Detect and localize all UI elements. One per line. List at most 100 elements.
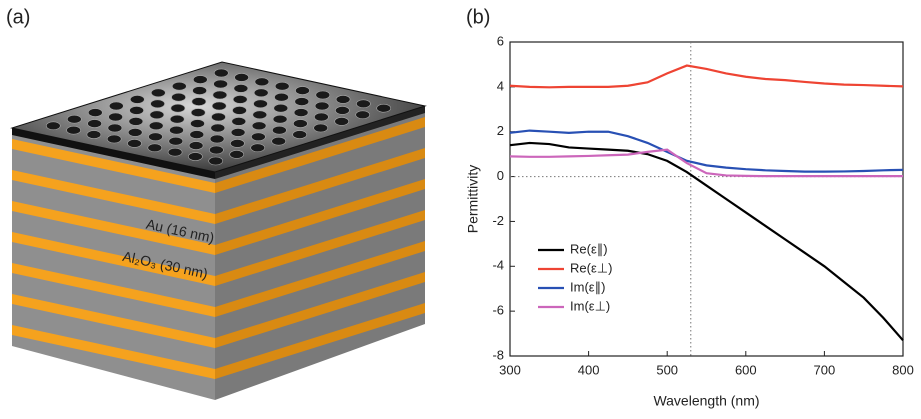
hole xyxy=(335,106,350,115)
hole xyxy=(231,117,247,126)
hole xyxy=(214,68,229,78)
y-tick-label: 6 xyxy=(497,33,504,48)
hole xyxy=(356,99,371,109)
hole xyxy=(45,121,61,131)
hole xyxy=(252,110,268,120)
hole xyxy=(293,119,308,128)
hole xyxy=(251,132,266,142)
plot-frame xyxy=(509,41,904,357)
hole xyxy=(209,134,225,144)
y-tick-label: 0 xyxy=(497,168,504,183)
hole xyxy=(150,99,165,109)
hole xyxy=(189,130,205,139)
hole xyxy=(106,134,122,144)
hole xyxy=(190,108,206,117)
hole xyxy=(188,152,203,161)
hole xyxy=(211,101,227,111)
au-layer xyxy=(215,241,425,317)
series-line xyxy=(509,129,904,173)
x-tick-label: 800 xyxy=(892,362,914,377)
hole xyxy=(254,77,270,87)
au-layer xyxy=(12,170,215,224)
hole xyxy=(233,84,249,93)
hole xyxy=(191,97,207,106)
hole xyxy=(213,79,228,89)
illustration: Au (16 nm)Al₂O₃ (30 nm) xyxy=(10,61,427,400)
y-axis-label: Permittivity xyxy=(465,165,481,233)
hole xyxy=(66,125,81,135)
x-tick-label: 300 xyxy=(499,362,521,377)
hole xyxy=(253,99,268,109)
hole xyxy=(108,112,123,122)
hole xyxy=(151,88,166,98)
series-line xyxy=(509,148,903,178)
hole xyxy=(334,117,350,126)
legend-label: Re(ε∥) xyxy=(570,241,608,256)
hole xyxy=(271,136,287,146)
au-layer xyxy=(215,272,425,348)
hole xyxy=(147,143,163,153)
hole xyxy=(376,103,392,113)
hole xyxy=(210,123,226,133)
panel-label: (b) xyxy=(466,6,490,28)
hole xyxy=(253,88,269,98)
hole xyxy=(167,147,183,157)
y-tick-label: -4 xyxy=(492,258,504,273)
y-tick-label: -2 xyxy=(492,213,504,228)
hole xyxy=(295,86,310,95)
hole xyxy=(230,128,246,137)
hole xyxy=(355,110,371,120)
hole xyxy=(313,123,329,133)
au-layer xyxy=(215,117,425,193)
legend-label: Im(ε⊥) xyxy=(570,298,610,313)
hole xyxy=(234,73,249,82)
hole xyxy=(87,119,102,128)
y-tick-label: 2 xyxy=(497,123,504,138)
x-tick-label: 600 xyxy=(735,362,757,377)
hole xyxy=(128,117,144,126)
hole xyxy=(314,101,330,111)
hole xyxy=(109,101,124,111)
hole xyxy=(170,103,186,113)
hole xyxy=(292,130,308,139)
hole xyxy=(211,112,226,122)
x-tick-label: 400 xyxy=(578,362,600,377)
hole xyxy=(67,114,82,124)
hole xyxy=(212,90,228,100)
hole xyxy=(148,121,164,131)
legend-label: Re(ε⊥) xyxy=(570,260,612,275)
y-tick-label: -6 xyxy=(492,303,504,318)
au-layer xyxy=(215,179,425,255)
hole xyxy=(272,125,287,135)
plate-side xyxy=(12,128,215,179)
hole xyxy=(232,106,247,115)
hole xyxy=(86,130,102,139)
y-tick-label: 4 xyxy=(497,78,504,93)
hole xyxy=(274,81,290,91)
hole xyxy=(127,139,142,148)
panel-label: (a) xyxy=(6,6,30,28)
series-line xyxy=(509,64,904,89)
hole xyxy=(335,95,351,104)
hole xyxy=(107,123,123,133)
hole xyxy=(209,145,224,155)
x-tick-label: 700 xyxy=(814,362,836,377)
hole xyxy=(230,139,245,148)
hole xyxy=(315,90,331,100)
au-layer xyxy=(215,210,425,286)
hole xyxy=(88,108,103,117)
au-layer xyxy=(12,325,215,379)
hole xyxy=(168,136,184,146)
au-layer xyxy=(12,263,215,317)
series-line xyxy=(509,141,904,342)
hole xyxy=(129,106,144,115)
hole xyxy=(273,103,289,113)
au-layer xyxy=(12,139,215,193)
hole xyxy=(232,95,248,104)
hole xyxy=(190,119,205,128)
au-layer xyxy=(12,232,215,286)
au-layer xyxy=(12,294,215,348)
hole xyxy=(274,92,289,102)
hole xyxy=(314,112,329,122)
